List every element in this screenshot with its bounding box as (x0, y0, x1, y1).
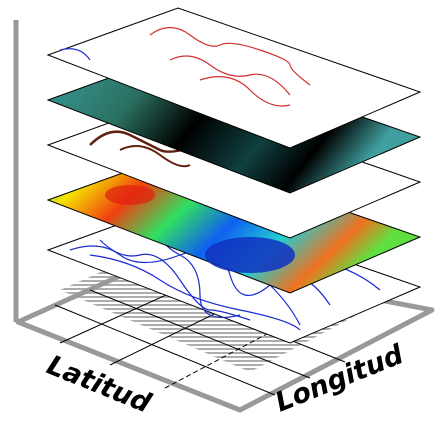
latitude-label: Latitud (42, 350, 155, 420)
longitude-label: Longitud (271, 339, 408, 419)
page: {"labels": {"latitude": "Latitud", "long… (0, 0, 436, 424)
layers-diagram: Latitud Longitud (0, 0, 436, 424)
